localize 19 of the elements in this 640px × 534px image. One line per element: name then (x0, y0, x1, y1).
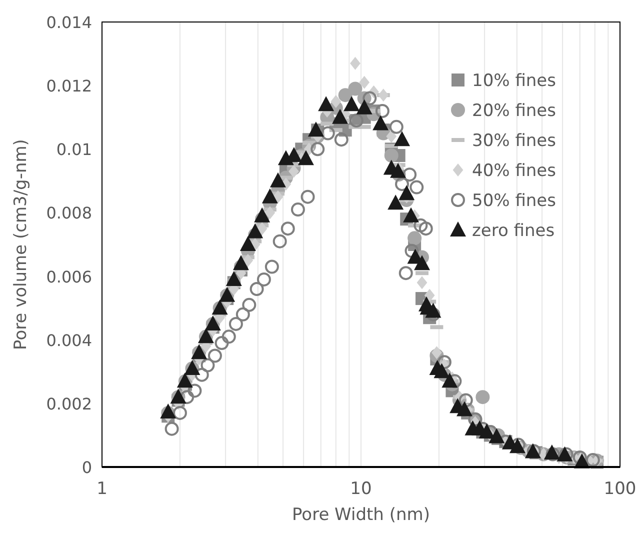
y-tick-label: 0.012 (46, 76, 92, 96)
legend-label: 40% fines (472, 161, 556, 181)
y-tick-label: 0 (82, 458, 92, 477)
y-tick-label: 0.01 (56, 140, 92, 160)
y-tick-label: 0.008 (46, 204, 92, 223)
x-tick-label: 10 (350, 479, 372, 499)
legend-label: 20% fines (472, 101, 556, 121)
y-tick-label: 0.014 (46, 13, 92, 32)
y-tick-label: 0.006 (46, 267, 92, 286)
legend-label: 10% fines (472, 71, 556, 91)
x-tick-label: 1 (96, 479, 108, 499)
legend-label: 50% fines (472, 191, 556, 211)
legend-label: 30% fines (472, 131, 556, 151)
y-axis-title: Pore volume (cm3/g-nm) (11, 139, 31, 350)
x-tick-label: 100 (604, 479, 636, 499)
x-axis-title: Pore Width (nm) (292, 505, 430, 525)
legend-label: zero fines (472, 221, 555, 241)
y-tick-label: 0.004 (46, 330, 92, 350)
y-tick-label: 0.002 (46, 394, 92, 414)
